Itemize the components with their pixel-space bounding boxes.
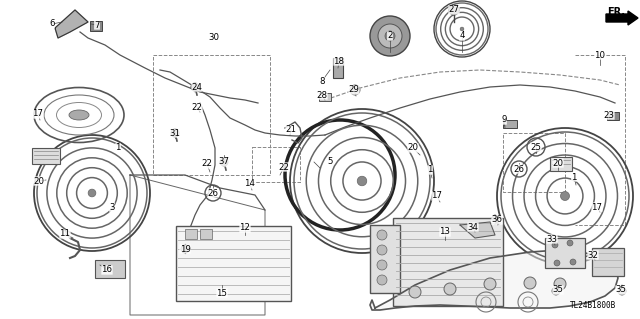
Text: 22: 22 [191, 102, 202, 112]
Circle shape [88, 189, 96, 197]
Bar [370, 225, 400, 293]
Circle shape [567, 240, 573, 246]
Circle shape [191, 83, 199, 91]
Bar [95, 260, 125, 278]
Circle shape [350, 85, 360, 95]
Text: 20: 20 [552, 159, 563, 167]
Bar [592, 248, 624, 276]
Text: 12: 12 [239, 224, 250, 233]
Circle shape [554, 278, 566, 290]
Text: 7: 7 [94, 20, 100, 29]
Text: 9: 9 [501, 115, 507, 124]
Text: 26: 26 [513, 165, 525, 174]
Circle shape [554, 260, 560, 266]
Bar [545, 238, 585, 268]
Text: 4: 4 [460, 32, 465, 41]
Circle shape [484, 278, 496, 290]
Text: 25: 25 [531, 143, 541, 152]
Text: 18: 18 [333, 56, 344, 65]
Text: 35: 35 [552, 286, 563, 294]
Text: 20: 20 [33, 176, 45, 186]
Circle shape [618, 287, 626, 295]
Text: 11: 11 [60, 229, 70, 239]
Circle shape [378, 24, 402, 48]
Bar [90, 21, 102, 31]
Text: 5: 5 [327, 158, 333, 167]
Circle shape [181, 245, 189, 253]
Text: 22: 22 [202, 160, 212, 168]
Circle shape [524, 277, 536, 289]
Circle shape [171, 129, 179, 137]
Text: 1: 1 [428, 166, 433, 174]
Text: 34: 34 [467, 222, 479, 232]
Text: 37: 37 [218, 158, 230, 167]
Text: FR.: FR. [607, 7, 625, 17]
Text: 36: 36 [492, 216, 502, 225]
Text: 26: 26 [207, 189, 218, 197]
Text: 32: 32 [588, 250, 598, 259]
Text: 13: 13 [440, 227, 451, 236]
Bar [333, 58, 343, 78]
Text: 3: 3 [109, 203, 115, 211]
Bar [176, 226, 291, 301]
Bar [200, 229, 212, 239]
Circle shape [492, 215, 498, 221]
Text: 35: 35 [616, 286, 627, 294]
Bar [319, 93, 331, 101]
Bar [32, 148, 60, 164]
Polygon shape [370, 250, 618, 310]
Text: 30: 30 [209, 33, 220, 41]
Text: 20: 20 [408, 144, 419, 152]
Text: 17: 17 [591, 203, 602, 211]
Text: 1: 1 [115, 144, 121, 152]
Circle shape [552, 242, 558, 248]
Text: 21: 21 [285, 125, 296, 135]
Circle shape [377, 230, 387, 240]
Text: 14: 14 [244, 180, 255, 189]
Text: 29: 29 [349, 85, 360, 94]
Text: 10: 10 [595, 50, 605, 60]
Circle shape [357, 176, 367, 186]
Circle shape [570, 259, 576, 265]
Text: 17: 17 [431, 191, 442, 201]
Text: 15: 15 [216, 288, 227, 298]
Text: 31: 31 [170, 129, 180, 137]
Circle shape [444, 283, 456, 295]
Circle shape [449, 5, 459, 15]
Bar [503, 120, 517, 128]
Text: 1: 1 [572, 173, 577, 182]
Circle shape [552, 287, 560, 295]
Text: 22: 22 [278, 162, 289, 172]
Text: 2: 2 [387, 32, 393, 41]
Circle shape [561, 191, 570, 200]
Polygon shape [55, 10, 88, 38]
Text: 17: 17 [33, 109, 44, 118]
Circle shape [385, 31, 395, 41]
Bar [607, 112, 619, 120]
Polygon shape [460, 222, 495, 238]
Circle shape [460, 27, 464, 31]
Circle shape [377, 275, 387, 285]
Bar [185, 229, 197, 239]
Circle shape [377, 245, 387, 255]
Circle shape [377, 260, 387, 270]
Bar [393, 218, 503, 306]
Circle shape [370, 16, 410, 56]
Text: 16: 16 [102, 265, 113, 275]
Text: TL24B1800B: TL24B1800B [570, 300, 616, 309]
Text: 8: 8 [319, 77, 324, 85]
Text: 28: 28 [317, 91, 328, 100]
Text: 23: 23 [604, 110, 614, 120]
FancyArrow shape [606, 11, 638, 25]
Text: 33: 33 [547, 234, 557, 243]
Circle shape [409, 286, 421, 298]
Ellipse shape [69, 110, 89, 120]
Text: 24: 24 [191, 83, 202, 92]
Text: 6: 6 [49, 19, 55, 28]
Text: 19: 19 [180, 244, 191, 254]
Circle shape [220, 158, 228, 166]
Text: 27: 27 [449, 5, 460, 14]
Bar [550, 157, 572, 171]
